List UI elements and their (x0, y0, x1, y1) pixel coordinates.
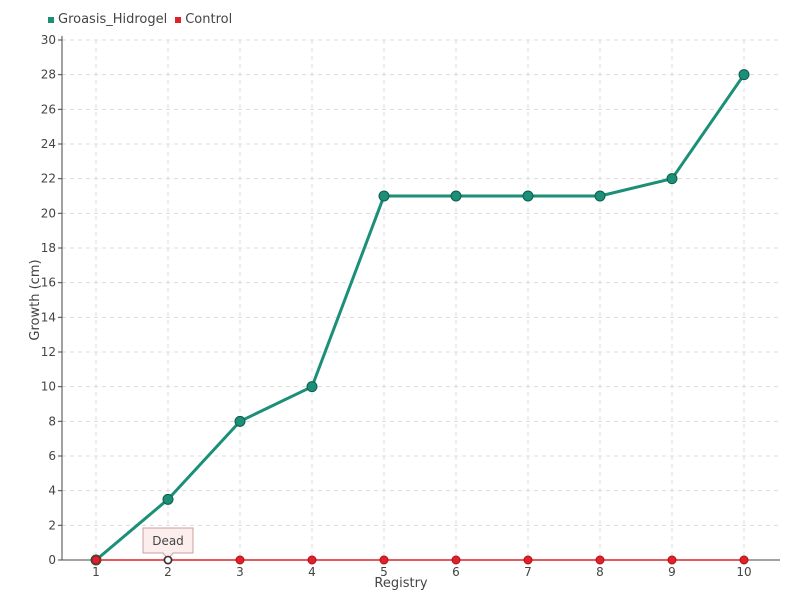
x-tick-label: 9 (668, 565, 676, 579)
legend-label-control: Control (185, 12, 233, 27)
x-axis-label: Registry (374, 576, 428, 591)
series-line-groasis (95, 73, 746, 562)
data-point-groasis[interactable] (450, 190, 462, 202)
data-point-control[interactable] (451, 555, 461, 565)
legend-label-groasis: Groasis_Hidrogel (58, 12, 168, 27)
x-tick-label: 2 (164, 565, 172, 579)
y-axis-label: Growth (cm) (28, 259, 43, 340)
data-point-control[interactable] (235, 555, 245, 565)
x-tick-label: 4 (308, 565, 316, 579)
y-tick-label: 6 (48, 449, 56, 463)
annotation-box (142, 527, 194, 560)
y-tick-label: 30 (41, 33, 56, 47)
data-point-groasis[interactable] (234, 415, 246, 427)
data-point-groasis[interactable] (738, 69, 750, 81)
data-point-control[interactable] (739, 555, 749, 565)
x-tick-label: 7 (524, 565, 532, 579)
data-point-groasis[interactable] (666, 173, 678, 185)
annotation-marker (163, 555, 173, 565)
annotation-label: Dead (152, 534, 184, 548)
data-point-groasis[interactable] (378, 190, 390, 202)
y-tick-label: 20 (41, 206, 56, 220)
data-point-control[interactable] (667, 555, 677, 565)
x-tick-label: 5 (380, 565, 388, 579)
y-tick-label: 10 (41, 380, 56, 394)
x-tick-label: 6 (452, 565, 460, 579)
y-tick-label: 16 (41, 276, 56, 290)
y-tick-label: 24 (41, 137, 56, 151)
y-tick-label: 14 (41, 310, 56, 324)
data-point-control[interactable] (595, 555, 605, 565)
legend-swatch-groasis (48, 16, 54, 23)
data-point-groasis[interactable] (522, 190, 534, 202)
y-tick-label: 0 (48, 553, 56, 567)
data-point-groasis[interactable] (594, 190, 606, 202)
data-point-control[interactable] (91, 555, 101, 565)
data-point-control[interactable] (379, 555, 389, 565)
x-tick-label: 10 (736, 565, 751, 579)
legend-swatch-control (175, 16, 182, 23)
y-tick-label: 26 (41, 102, 56, 116)
y-tick-label: 12 (41, 345, 56, 359)
legend: Groasis_Hidrogel Control (48, 12, 232, 27)
x-tick-label: 3 (236, 565, 244, 579)
y-tick-label: 8 (48, 414, 56, 428)
y-tick-label: 2 (48, 518, 56, 532)
data-point-control[interactable] (307, 555, 317, 565)
data-point-groasis[interactable] (162, 493, 174, 505)
x-tick-label: 8 (596, 565, 604, 579)
y-tick-label: 4 (48, 484, 56, 498)
data-point-control[interactable] (523, 555, 533, 565)
y-tick-label: 22 (41, 172, 56, 186)
y-tick-label: 18 (41, 241, 56, 255)
y-tick-label: 28 (41, 68, 56, 82)
legend-item-control[interactable]: Control (175, 12, 232, 27)
data-point-groasis[interactable] (306, 381, 318, 393)
x-tick-label: 1 (92, 565, 100, 579)
legend-item-groasis[interactable]: Groasis_Hidrogel (48, 12, 167, 27)
